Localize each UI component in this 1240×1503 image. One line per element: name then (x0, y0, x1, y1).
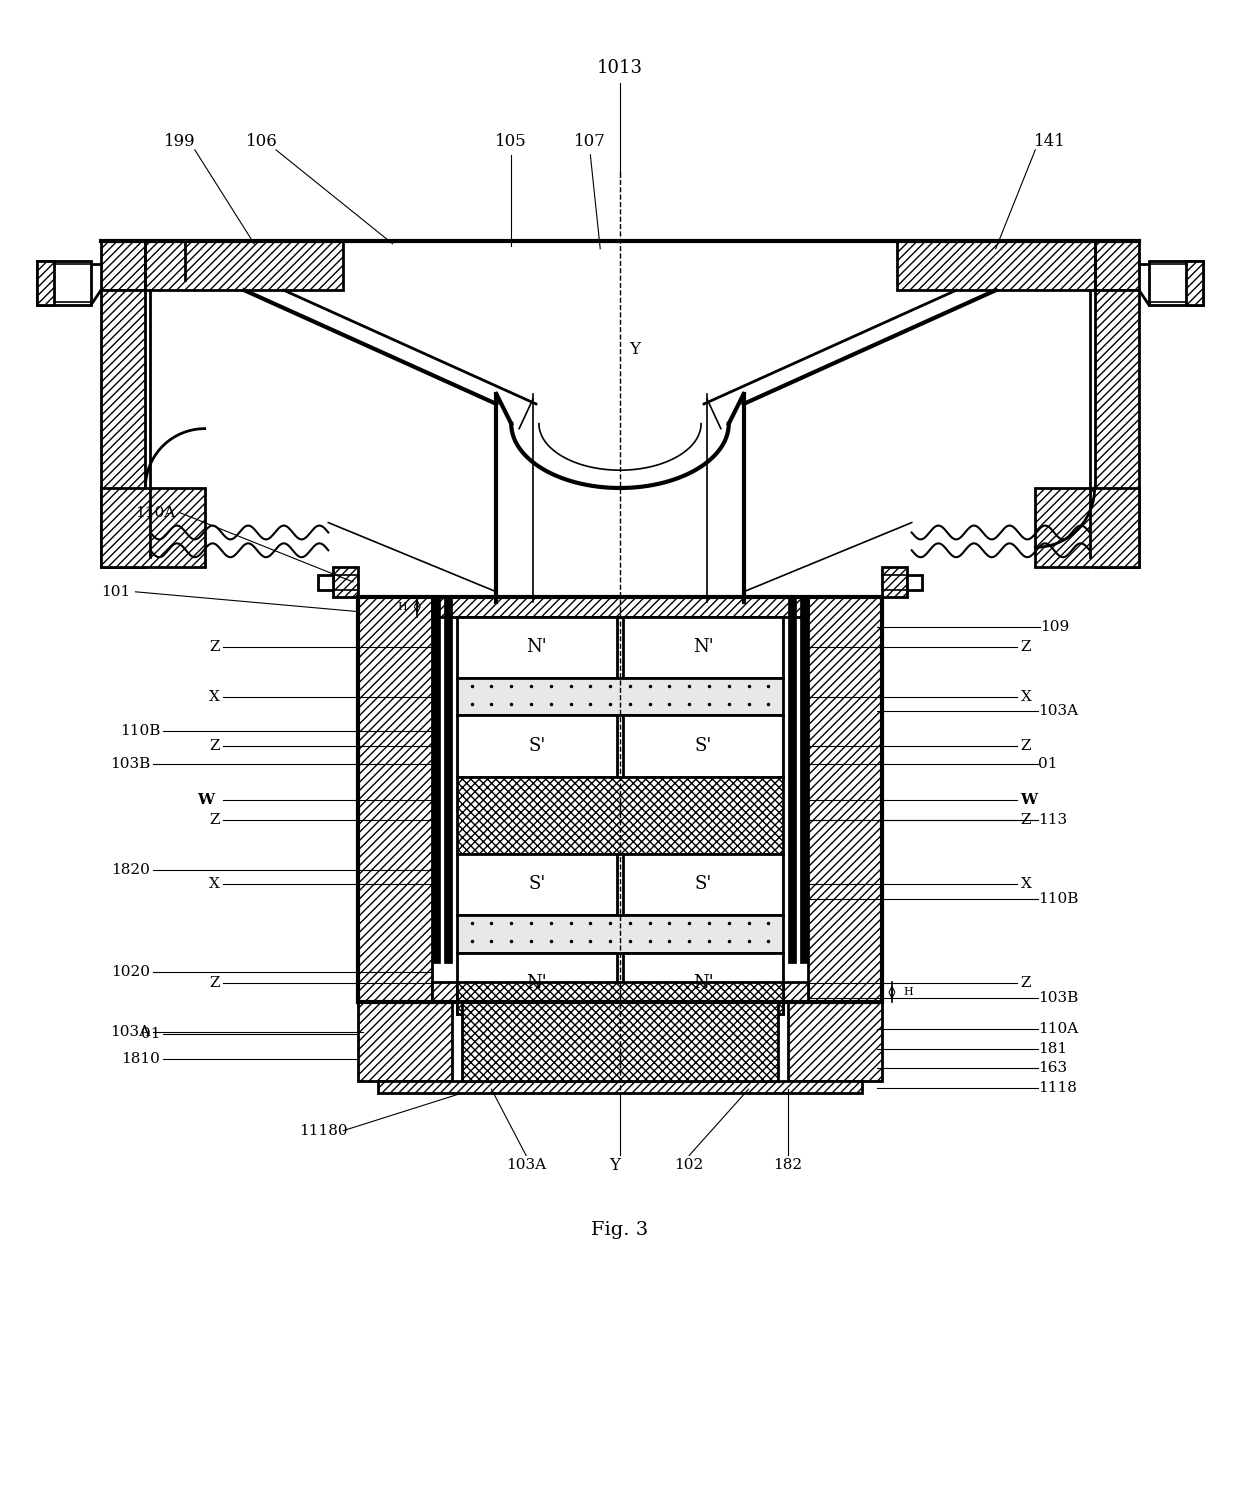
Bar (622, 953, 784, 1015)
Text: W: W (1021, 794, 1038, 807)
Text: 1820: 1820 (112, 863, 150, 876)
Text: 1013: 1013 (596, 59, 644, 77)
Bar (456, 616, 618, 678)
Text: N': N' (693, 974, 713, 992)
Text: 110B: 110B (120, 724, 160, 738)
Bar (800, 597, 808, 962)
Text: 113: 113 (1038, 813, 1068, 827)
Bar (358, 1003, 451, 1081)
Text: 182: 182 (774, 1159, 802, 1172)
Text: Y: Y (610, 1157, 620, 1174)
Bar (444, 597, 451, 962)
Bar (456, 953, 618, 1015)
Bar (37, 260, 55, 305)
Bar (456, 777, 784, 854)
Text: S': S' (694, 875, 712, 893)
Bar (808, 597, 882, 1003)
Text: 1020: 1020 (112, 965, 150, 978)
Text: Y: Y (630, 341, 640, 358)
Bar (100, 488, 205, 567)
Bar (906, 576, 921, 589)
Text: 106: 106 (247, 134, 278, 150)
Text: Z: Z (210, 640, 219, 654)
Text: 110B: 110B (1038, 893, 1079, 906)
Bar (1095, 290, 1140, 567)
Bar (1095, 240, 1140, 290)
Text: 110A: 110A (135, 505, 175, 520)
Text: Z: Z (210, 739, 219, 753)
Text: 01: 01 (140, 1027, 160, 1040)
Text: 105: 105 (495, 134, 527, 150)
Bar (37, 260, 91, 305)
Bar (456, 915, 784, 953)
Text: Z: Z (1021, 813, 1030, 827)
Text: 110A: 110A (1038, 1022, 1079, 1036)
Text: H: H (904, 987, 914, 998)
Bar (145, 240, 343, 290)
Text: 103B: 103B (110, 758, 150, 771)
Text: 103B: 103B (1038, 990, 1079, 1006)
Bar (1185, 260, 1203, 305)
Text: 181: 181 (1038, 1042, 1068, 1055)
Bar (461, 1003, 779, 1081)
Text: Fig. 3: Fig. 3 (591, 1220, 649, 1238)
Text: 103A: 103A (1038, 705, 1079, 718)
Text: S': S' (528, 875, 546, 893)
Text: 103A: 103A (506, 1159, 546, 1172)
Text: X: X (208, 690, 219, 703)
Text: W: W (197, 794, 215, 807)
Text: 11180: 11180 (299, 1124, 347, 1138)
Text: 163: 163 (1038, 1061, 1068, 1076)
Bar (789, 1003, 882, 1081)
Bar (897, 240, 1095, 290)
Text: N': N' (527, 974, 547, 992)
Bar (432, 983, 808, 1003)
Text: X: X (1021, 690, 1032, 703)
Bar (100, 290, 145, 567)
Bar (432, 597, 808, 616)
Text: Z: Z (1021, 977, 1030, 990)
Text: Z: Z (210, 977, 219, 990)
Text: 103A: 103A (110, 1025, 150, 1039)
Text: 102: 102 (675, 1159, 704, 1172)
Text: 109: 109 (1040, 621, 1069, 634)
Text: S': S' (528, 736, 546, 755)
Bar (319, 576, 334, 589)
Bar (456, 854, 618, 915)
Text: X: X (1021, 878, 1032, 891)
Text: X: X (208, 878, 219, 891)
Text: N': N' (693, 639, 713, 657)
Text: 101: 101 (102, 585, 130, 598)
Text: 01: 01 (1038, 758, 1058, 771)
Bar (622, 616, 784, 678)
Text: Z: Z (1021, 640, 1030, 654)
Bar (1149, 260, 1203, 305)
Bar (622, 715, 784, 777)
Bar (432, 597, 440, 962)
Bar (882, 567, 906, 597)
Text: N': N' (527, 639, 547, 657)
Bar (789, 597, 796, 962)
Bar (334, 567, 358, 597)
Text: Z: Z (210, 813, 219, 827)
Bar (358, 597, 882, 1003)
Text: S': S' (694, 736, 712, 755)
Bar (1035, 488, 1140, 567)
Bar (456, 678, 784, 715)
Bar (100, 240, 145, 290)
Text: 1118: 1118 (1038, 1081, 1078, 1096)
Text: Z: Z (1021, 739, 1030, 753)
Bar (456, 983, 784, 1015)
Bar (378, 1081, 862, 1093)
Text: 141: 141 (1034, 134, 1066, 150)
Text: 1810: 1810 (122, 1052, 160, 1066)
Bar (358, 597, 432, 1003)
Bar (456, 715, 618, 777)
Text: H: H (398, 601, 408, 612)
Text: 107: 107 (574, 134, 606, 150)
Bar (622, 854, 784, 915)
Text: 199: 199 (164, 134, 196, 150)
